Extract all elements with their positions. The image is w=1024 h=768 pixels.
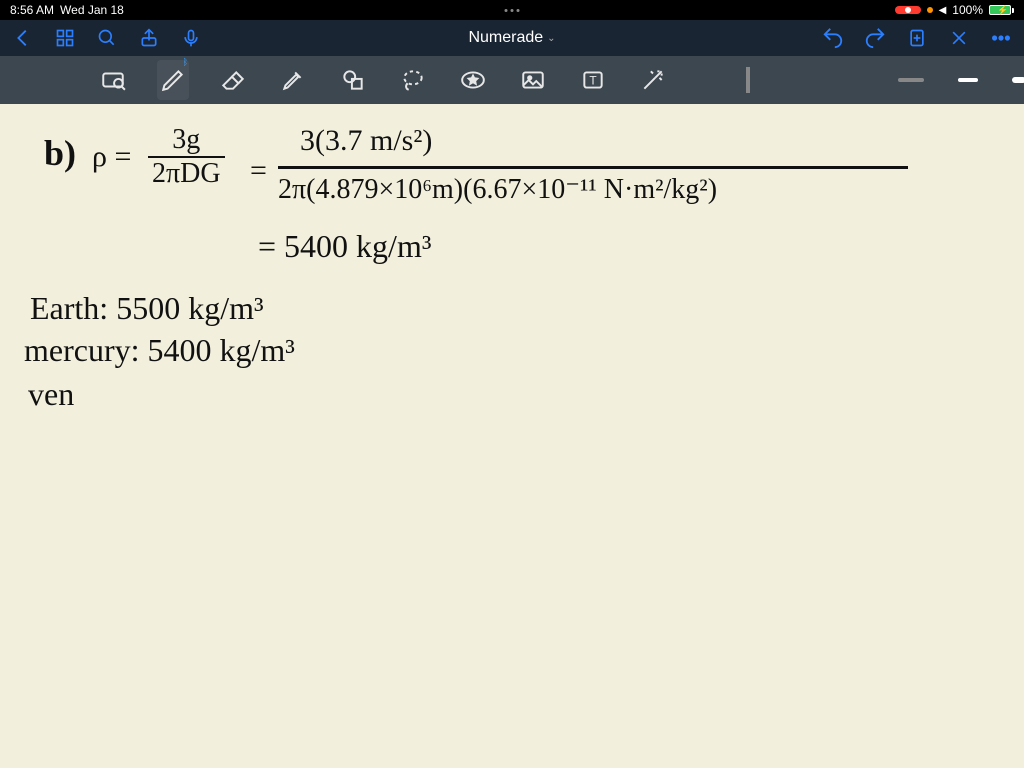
status-bar: 8:56 AM Wed Jan 18 ◀ 100% ⚡ bbox=[0, 0, 1024, 20]
image-tool-icon[interactable] bbox=[520, 63, 546, 97]
laser-tool-icon[interactable] bbox=[640, 63, 666, 97]
battery-icon: ⚡ bbox=[989, 5, 1014, 15]
hand-b-label: b) bbox=[44, 132, 76, 174]
hand-result: = 5400 kg/m³ bbox=[258, 228, 431, 265]
close-icon[interactable] bbox=[948, 27, 970, 49]
highlighter-tool-icon[interactable] bbox=[280, 63, 306, 97]
text-tool-icon[interactable]: T bbox=[580, 63, 606, 97]
undo-icon[interactable] bbox=[822, 27, 844, 49]
hand-frac2-num: 3(3.7 m/s²) bbox=[300, 124, 432, 158]
frac1-num: 3g bbox=[168, 126, 204, 156]
status-left: 8:56 AM Wed Jan 18 bbox=[10, 3, 124, 17]
status-time: 8:56 AM bbox=[10, 3, 54, 17]
chevron-down-icon: ⌄ bbox=[547, 33, 555, 44]
hand-mid-eq: = bbox=[250, 154, 267, 188]
hand-mercury: mercury: 5400 kg/m³ bbox=[24, 332, 295, 369]
stroke-width-medium[interactable] bbox=[958, 63, 978, 97]
note-canvas[interactable]: b) ρ = 3g 2πDG = 3(3.7 m/s²) 2π(4.879×10… bbox=[0, 104, 1024, 768]
app-header: Numerade ⌄ bbox=[0, 20, 1024, 56]
eraser-tool-icon[interactable] bbox=[220, 63, 246, 97]
mic-indicator-dot bbox=[927, 7, 933, 13]
svg-text:T: T bbox=[589, 73, 596, 87]
status-right: ◀ 100% ⚡ bbox=[895, 3, 1014, 17]
lasso-tool-icon[interactable] bbox=[400, 63, 426, 97]
stroke-width-small[interactable] bbox=[1012, 63, 1024, 97]
document-title[interactable]: Numerade ⌄ bbox=[468, 29, 555, 47]
zoom-tool-icon[interactable] bbox=[100, 63, 126, 97]
share-icon[interactable] bbox=[138, 27, 160, 49]
battery-percent: 100% bbox=[952, 3, 983, 17]
hand-ven: ven bbox=[28, 376, 74, 413]
stroke-width-large[interactable] bbox=[898, 63, 924, 97]
screen-record-pill[interactable] bbox=[895, 6, 921, 14]
favorites-tool-icon[interactable] bbox=[460, 63, 486, 97]
more-icon[interactable] bbox=[990, 27, 1012, 49]
shapes-tool-icon[interactable] bbox=[340, 63, 366, 97]
location-icon: ◀ bbox=[939, 5, 947, 16]
status-center-dots[interactable] bbox=[505, 9, 520, 12]
back-icon[interactable] bbox=[12, 27, 34, 49]
status-date: Wed Jan 18 bbox=[60, 3, 124, 17]
add-page-icon[interactable] bbox=[906, 27, 928, 49]
pen-tool-icon[interactable]: ᛒ bbox=[160, 63, 186, 97]
hand-p-eq: ρ = bbox=[92, 140, 131, 174]
hand-frac1: 3g 2πDG bbox=[148, 124, 225, 188]
mic-icon[interactable] bbox=[180, 27, 202, 49]
title-text: Numerade bbox=[468, 29, 543, 47]
search-icon[interactable] bbox=[96, 27, 118, 49]
hand-frac2-bar bbox=[278, 166, 908, 169]
bluetooth-badge-icon: ᛒ bbox=[183, 57, 188, 67]
frac1-den: 2πDG bbox=[148, 156, 225, 188]
redo-icon[interactable] bbox=[864, 27, 886, 49]
apps-grid-icon[interactable] bbox=[54, 27, 76, 49]
drawing-toolbar: ᛒ T bbox=[0, 56, 1024, 104]
hand-frac2-den: 2π(4.879×10⁶m)(6.67×10⁻¹¹ N·m²/kg²) bbox=[278, 172, 717, 206]
hand-earth: Earth: 5500 kg/m³ bbox=[30, 290, 264, 327]
